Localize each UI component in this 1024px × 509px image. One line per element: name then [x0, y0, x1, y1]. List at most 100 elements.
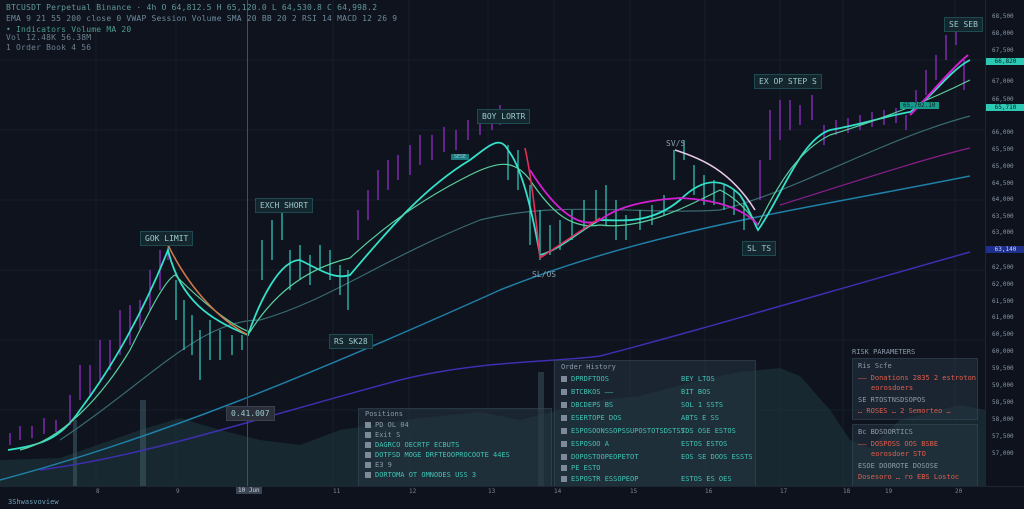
risk-row: eorosdoer STO — [871, 450, 926, 458]
panel-row[interactable]: DBCDEPS BS — [561, 401, 613, 409]
panel-row-value: ESTOS ESTOS — [681, 440, 728, 448]
callout-label: GOK LIMIT — [140, 231, 194, 246]
price-tick: 65,500 — [992, 146, 1014, 153]
time-tick: 8 — [96, 488, 100, 495]
risk-row: eorosdoers — [871, 384, 914, 392]
risk-section-panel: Bc BDSOORTICS —— DOSPOSS OOS BSBE eorosd… — [852, 424, 978, 488]
time-tick: 19 — [885, 488, 893, 495]
risk-row: Dosesoro … ro EBS Lostoc — [858, 473, 960, 481]
callout-label: SL TS — [742, 241, 777, 256]
pink-trend-line — [674, 149, 756, 211]
panel-row-value: ABTS E SS — [681, 414, 719, 422]
indicator-toggle[interactable]: • Indicators Volume MA 20 — [6, 25, 132, 34]
volume-readout: Vol 12.48K 56.38M — [6, 33, 92, 42]
panel-row-value: BEY LTOS — [681, 375, 715, 383]
panel-row[interactable]: ESPOSOONSSOPSSUPOSTOTSDSTSS — [561, 427, 685, 435]
order-history-panel: Order History DPRDFTOOS BEY LTOS BTCBKOS… — [554, 360, 756, 488]
ema-mid-line — [19, 79, 971, 451]
time-tick: 18 — [843, 488, 851, 495]
time-tick: 15 — [630, 488, 638, 495]
ema-slow-line — [59, 115, 971, 441]
time-tick: 14 — [554, 488, 562, 495]
panel-row[interactable]: DAGRCO OECRTF ECBUTS — [365, 441, 459, 449]
panel-row[interactable]: PE ESTO — [561, 464, 601, 472]
last-price-label: 65,702.10 — [900, 102, 939, 109]
callout-label: SESE — [451, 154, 470, 160]
row-icon — [365, 472, 371, 478]
indicators-header[interactable]: EMA 9 21 55 200 close 0 VWAP Session Vol… — [6, 14, 398, 23]
positions-panel: Positions PD OL 04 Exit S DAGRCO OECRTF … — [358, 408, 552, 488]
panel-title: Positions — [365, 410, 403, 418]
panel-row[interactable]: Exit S — [365, 431, 400, 439]
price-tick: 67,000 — [992, 78, 1014, 85]
row-icon — [365, 432, 371, 438]
panel-row[interactable]: ESPOSOO A — [561, 440, 609, 448]
callout-label: RS SK28 — [329, 334, 373, 349]
panel-row[interactable]: DOTFSD MOGE DRFTEOOPROCOOTE 44ES — [365, 451, 510, 459]
price-tick: 63,500 — [992, 213, 1014, 220]
risk-row: … ROSES … 2 Semorteo … — [858, 407, 951, 415]
price-tick: 66,000 — [992, 129, 1014, 136]
chart-canvas[interactable]: BTCUSDT Perpetual Binance · 4h O 64,812.… — [0, 0, 985, 488]
price-axis[interactable]: 68,500 68,000 67,500 67,000 66,500 66,00… — [985, 0, 1024, 486]
callout-label: EXCH SHORT — [255, 198, 314, 213]
time-axis[interactable]: 8 9 11 12 13 14 15 16 17 18 19 20 10 Jun… — [0, 486, 1024, 509]
panel-row[interactable]: E3 9 — [365, 461, 392, 469]
crosshair-time-label: 10 Jun — [236, 487, 262, 494]
price-tag: 63,140 — [986, 246, 1024, 253]
time-tick: 13 — [488, 488, 496, 495]
vwap-line — [39, 251, 971, 471]
panel-row[interactable]: ESERTOPE DOS — [561, 414, 622, 422]
price-tag: 66,820 — [986, 58, 1024, 65]
price-tick: 58,000 — [992, 416, 1014, 423]
time-tick: 17 — [780, 488, 788, 495]
price-tick: 61,500 — [992, 298, 1014, 305]
price-tick: 64,000 — [992, 196, 1014, 203]
row-icon — [365, 462, 371, 468]
section-title: Ris Scfe — [858, 362, 892, 370]
panel-row-value: BIT BOS — [681, 388, 711, 396]
price-tick: 68,500 — [992, 13, 1014, 20]
price-tick: 68,000 — [992, 30, 1014, 37]
footer-label[interactable]: 3Shwasvoview — [8, 498, 59, 506]
price-tag: 65,710 — [986, 104, 1024, 111]
callout-label: EX OP STEP S — [754, 74, 822, 89]
risk-row: ESOE DOOROTE DOSOSE — [858, 462, 939, 470]
risk-panel-header: RISK PARAMETERS — [852, 348, 916, 356]
price-tick: 64,500 — [992, 180, 1014, 187]
magenta-curve — [529, 169, 759, 226]
panel-row[interactable]: ESPOSTR ESSOPEOP — [561, 475, 638, 483]
time-tick: 20 — [955, 488, 963, 495]
price-tick: 63,000 — [992, 229, 1014, 236]
callout-label: 0.41.007 — [226, 406, 275, 421]
crosshair-vertical-line — [247, 0, 248, 486]
risk-row: —— DOSPOSS OOS BSBE — [858, 440, 939, 448]
section-title: Bc BDSOORTICS — [858, 428, 913, 436]
price-tick: 57,500 — [992, 433, 1014, 440]
price-tick: 66,500 — [992, 96, 1014, 103]
panel-row-value: EOS SE DOOS ESSTS — [681, 453, 753, 461]
price-tick: 58,500 — [992, 399, 1014, 406]
panel-row[interactable]: PD OL 04 — [365, 421, 409, 429]
symbol-ohlc-header: BTCUSDT Perpetual Binance · 4h O 64,812.… — [6, 3, 378, 12]
price-tick: 59,500 — [992, 365, 1014, 372]
price-tick: 59,000 — [992, 382, 1014, 389]
price-tick: 65,000 — [992, 163, 1014, 170]
price-tick: 60,000 — [992, 348, 1014, 355]
ema-200-line — [0, 175, 971, 481]
row-icon — [365, 452, 371, 458]
panel-title: Order History — [561, 363, 616, 371]
row-icon — [365, 442, 371, 448]
orderbook-readout: 1 Order Book 4 56 — [6, 43, 92, 52]
risk-section-panel: Ris Scfe —— Donations 2835 2 estroton eo… — [852, 358, 978, 420]
price-tick: 62,000 — [992, 281, 1014, 288]
panel-row[interactable]: DPRDFTOOS — [561, 375, 609, 383]
panel-row[interactable]: DOPOSTOOPEOPETOT — [561, 453, 638, 461]
ema-fast-line — [7, 59, 971, 451]
callout-label: SV/S — [666, 139, 686, 148]
panel-row[interactable]: BTCBKOS —— — [561, 388, 613, 396]
price-tick: 62,500 — [992, 264, 1014, 271]
price-tick: 60,500 — [992, 331, 1014, 338]
panel-row[interactable]: DORTOMA OT OMNODES USS 3 — [365, 471, 476, 479]
callout-label: BOY LORTR — [477, 109, 531, 124]
